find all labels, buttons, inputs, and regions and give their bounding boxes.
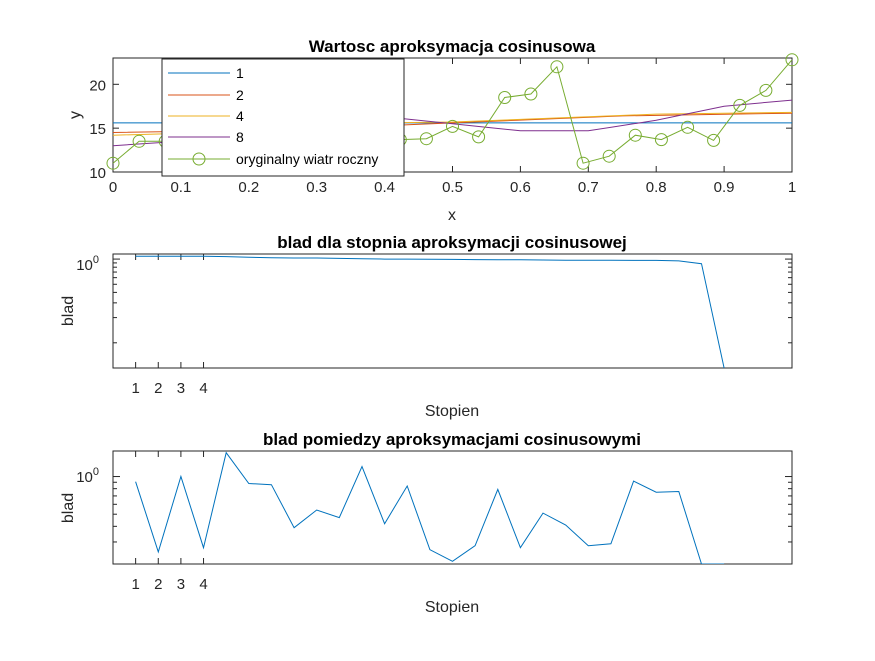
x-tick-label: 0.7 <box>578 179 599 196</box>
data-point-marker <box>419 132 433 146</box>
x-tick-label: 3 <box>177 380 185 397</box>
x-tick-label: 0.2 <box>238 179 259 196</box>
chart-title: blad pomiedzy aproksymacjami cosinusowym… <box>263 430 641 449</box>
x-tick-label: 2 <box>154 380 162 397</box>
x-tick-label: 4 <box>199 576 207 593</box>
x-axis-label: Stopien <box>425 403 479 420</box>
x-tick-group: 0 0.1 0.2 0.3 0.4 0.5 0.6 0.7 0.8 0.9 1 <box>109 58 796 196</box>
x-tick-label: 3 <box>177 576 185 593</box>
y-tick-group: 100 <box>76 254 792 344</box>
axes-box <box>112 253 793 369</box>
data-point-marker <box>524 87 538 101</box>
y-axis-label: y <box>67 111 84 119</box>
series-line-error <box>135 451 725 564</box>
legend-label-8: 8 <box>236 129 244 145</box>
data-point-marker <box>785 53 799 67</box>
x-tick-label: 4 <box>199 380 207 397</box>
data-point-marker <box>106 156 120 170</box>
data-point-marker <box>498 91 512 104</box>
data-point-marker <box>654 133 668 147</box>
x-tick-label: 0.9 <box>714 179 735 196</box>
data-point-marker <box>681 120 695 134</box>
subplot-approximation: Wartosc aproksymacja cosinusowa x y 0 0.1… <box>67 37 799 224</box>
legend-label-1: 1 <box>236 65 244 81</box>
data-point-marker <box>602 149 616 163</box>
y-tick-label: 10 <box>89 165 106 182</box>
x-axis-label: Stopien <box>425 599 479 616</box>
legend-marker-original <box>192 152 206 166</box>
legend-label-original: oryginalny wiatr roczny <box>236 151 378 167</box>
x-tick-label: 1 <box>788 179 796 196</box>
chart-title: blad dla stopnia aproksymacji cosinusowe… <box>277 233 627 252</box>
legend: 1 2 4 8 oryginalny wiatr roczny <box>161 58 405 177</box>
y-tick-label: 20 <box>89 77 106 94</box>
legend-label-2: 2 <box>236 87 244 103</box>
data-point-marker <box>733 98 747 112</box>
x-tick-label: 0.6 <box>510 179 531 196</box>
y-tick-group: 10 15 20 <box>89 77 792 182</box>
x-tick-label: 0.8 <box>646 179 667 196</box>
axes-box <box>112 450 793 565</box>
x-tick-label: 2 <box>154 576 162 593</box>
subplot-error-between: blad pomiedzy aproksymacjami cosinusowym… <box>60 430 793 616</box>
legend-label-4: 4 <box>236 108 244 124</box>
x-axis-label: x <box>448 207 456 224</box>
data-point-marker <box>576 156 590 170</box>
data-point-marker <box>446 119 459 133</box>
y-axis-label: blad <box>60 296 77 326</box>
data-point-marker <box>472 130 486 144</box>
x-tick-label: 0.3 <box>306 179 327 196</box>
data-point-marker <box>132 134 146 148</box>
x-tick-label: 0.1 <box>170 179 191 196</box>
y-tick-label: 100 <box>76 466 99 486</box>
x-tick-label: 1 <box>131 576 139 593</box>
series-lines <box>135 451 725 564</box>
chart-title: Wartosc aproksymacja cosinusowa <box>309 37 596 56</box>
x-tick-label: 0 <box>109 179 117 196</box>
x-tick-label: 1 <box>131 380 139 397</box>
data-point-marker <box>707 133 721 147</box>
data-point-marker <box>628 128 642 142</box>
series-line-error <box>135 255 725 368</box>
y-tick-group: 100 <box>76 466 792 565</box>
x-tick-label: 0.5 <box>442 179 463 196</box>
y-tick-label: 15 <box>89 121 106 138</box>
data-point-marker <box>550 60 564 74</box>
y-tick-label: 100 <box>76 254 99 274</box>
x-tick-label: 0.4 <box>374 179 395 196</box>
y-axis-label: blad <box>60 493 77 523</box>
subplot-error-degree: blad dla stopnia aproksymacji cosinusowe… <box>60 233 793 420</box>
data-point-marker <box>759 83 773 97</box>
legend-box <box>161 58 405 177</box>
series-lines <box>135 255 725 368</box>
